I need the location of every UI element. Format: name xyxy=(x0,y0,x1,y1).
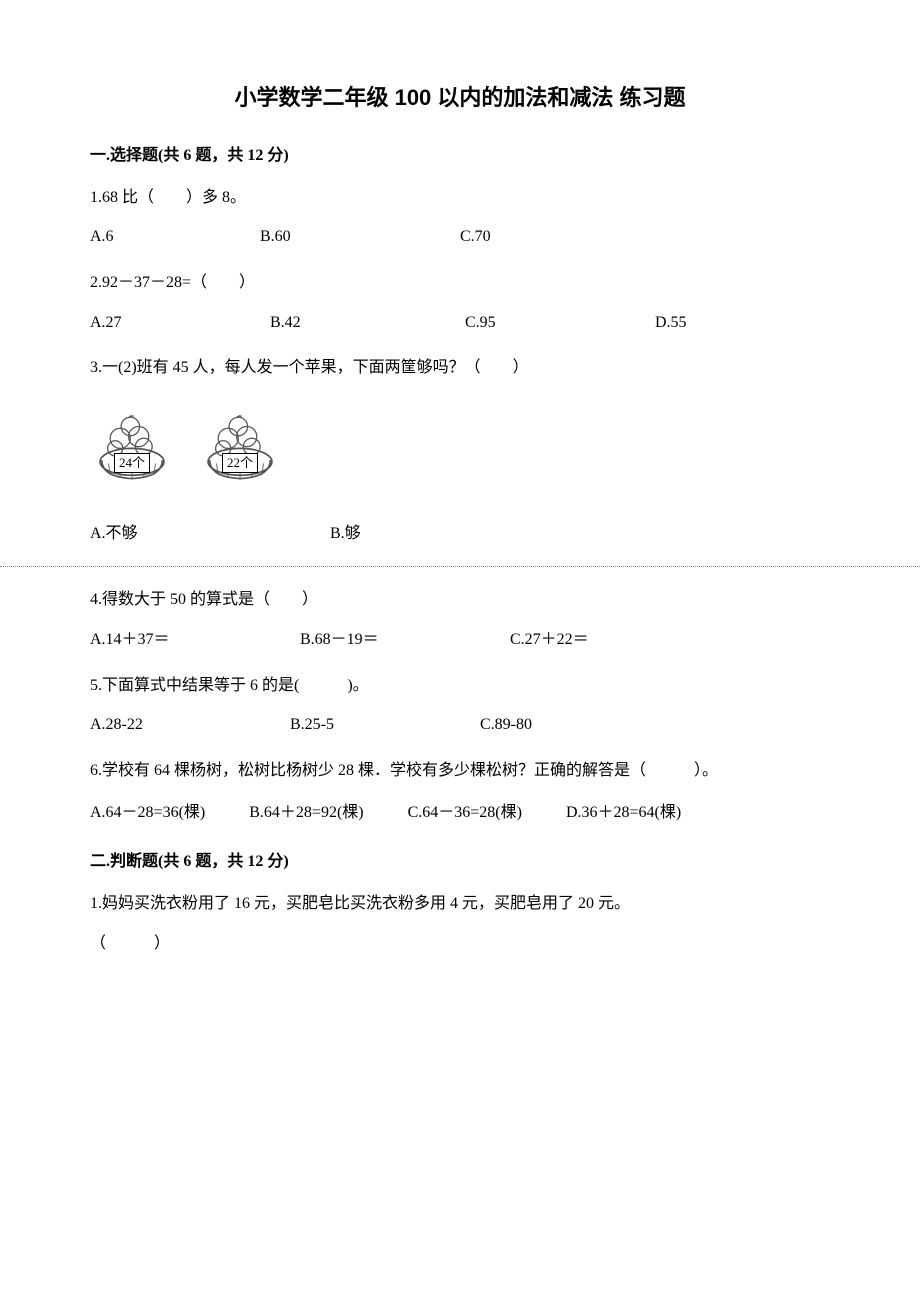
question-3-text: 3.一(2)班有 45 人，每人发一个苹果，下面两筐够吗？（ ） xyxy=(90,355,830,381)
q1-option-b: B.60 xyxy=(260,224,460,250)
question-6-text: 6.学校有 64 棵杨树，松树比杨树少 28 棵．学校有多少棵松树？正确的解答是… xyxy=(90,758,830,784)
question-5-options: A.28-22 B.25-5 C.89-80 xyxy=(90,712,830,738)
question-1-options: A.6 B.60 C.70 xyxy=(90,224,830,250)
divider-line xyxy=(0,566,920,567)
question-3-options: A.不够 B.够 xyxy=(90,521,830,547)
question-1: 1.68 比（ ）多 8。 A.6 B.60 C.70 xyxy=(90,185,830,250)
q2-option-d: D.55 xyxy=(655,310,715,336)
question-6-options: A.64－28=36(棵) B.64＋28=92(棵) C.64－36=28(棵… xyxy=(90,797,830,829)
baskets-row: 24个 22个 xyxy=(90,403,830,487)
document-title: 小学数学二年级 100 以内的加法和减法 练习题 xyxy=(90,80,830,115)
question-5-text: 5.下面算式中结果等于 6 的是( )。 xyxy=(90,673,830,699)
basket-2: 22个 xyxy=(198,403,282,487)
q5-option-b: B.25-5 xyxy=(290,712,480,738)
q5-option-c: C.89-80 xyxy=(480,712,580,738)
q2-option-b: B.42 xyxy=(270,310,465,336)
q4-option-c: C.27＋22＝ xyxy=(510,627,640,653)
q1-option-a: A.6 xyxy=(90,224,260,250)
q5-option-a: A.28-22 xyxy=(90,712,290,738)
basket-icon xyxy=(90,403,174,487)
q3-option-b: B.够 xyxy=(330,521,390,547)
q4-option-b: B.68－19＝ xyxy=(300,627,510,653)
q6-option-a: A.64－28=36(棵) xyxy=(90,804,205,821)
basket-1: 24个 xyxy=(90,403,174,487)
q2-option-a: A.27 xyxy=(90,310,270,336)
question-4: 4.得数大于 50 的算式是（ ） A.14＋37＝ B.68－19＝ C.27… xyxy=(90,587,830,652)
basket-2-label: 22个 xyxy=(222,453,258,473)
question-6: 6.学校有 64 棵杨树，松树比杨树少 28 棵．学校有多少棵松树？正确的解答是… xyxy=(90,758,830,830)
section-1-header: 一.选择题(共 6 题，共 12 分) xyxy=(90,143,830,169)
question-4-text: 4.得数大于 50 的算式是（ ） xyxy=(90,587,830,613)
s2-question-1: 1.妈妈买洗衣粉用了 16 元，买肥皂比买洗衣粉多用 4 元，买肥皂用了 20 … xyxy=(90,891,830,956)
question-1-text: 1.68 比（ ）多 8。 xyxy=(90,185,830,211)
question-2-text: 2.92－37－28=（ ） xyxy=(90,270,830,296)
question-3: 3.一(2)班有 45 人，每人发一个苹果，下面两筐够吗？（ ） 24个 xyxy=(90,355,830,546)
question-2: 2.92－37－28=（ ） A.27 B.42 C.95 D.55 xyxy=(90,270,830,335)
q3-option-a: A.不够 xyxy=(90,521,330,547)
q6-option-d: D.36＋28=64(棵) xyxy=(566,804,681,821)
q1-option-c: C.70 xyxy=(460,224,630,250)
s2-question-1-blank: （ ） xyxy=(90,931,830,957)
s2-question-1-text: 1.妈妈买洗衣粉用了 16 元，买肥皂比买洗衣粉多用 4 元，买肥皂用了 20 … xyxy=(90,891,830,917)
q6-option-c: C.64－36=28(棵) xyxy=(408,804,522,821)
question-4-options: A.14＋37＝ B.68－19＝ C.27＋22＝ xyxy=(90,627,830,653)
q6-option-b: B.64＋28=92(棵) xyxy=(249,804,363,821)
basket-1-label: 24个 xyxy=(114,453,150,473)
question-5: 5.下面算式中结果等于 6 的是( )。 A.28-22 B.25-5 C.89… xyxy=(90,673,830,738)
question-2-options: A.27 B.42 C.95 D.55 xyxy=(90,310,830,336)
basket-icon xyxy=(198,403,282,487)
q4-option-a: A.14＋37＝ xyxy=(90,627,300,653)
q2-option-c: C.95 xyxy=(465,310,655,336)
section-2-header: 二.判断题(共 6 题，共 12 分) xyxy=(90,849,830,875)
